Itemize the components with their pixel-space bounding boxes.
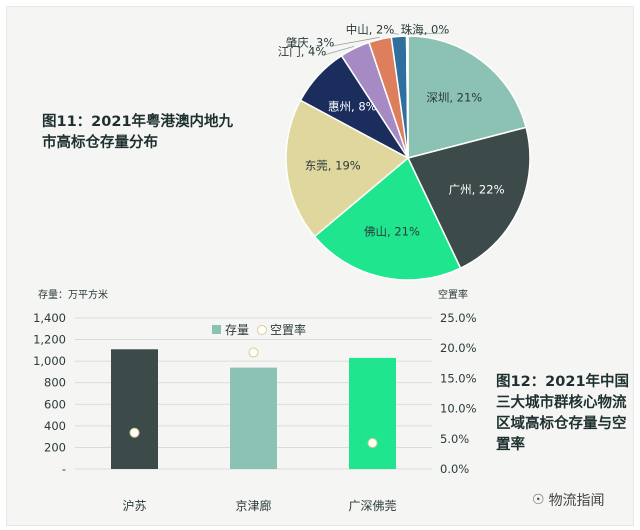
pie-label-5: 江门, 4%: [278, 45, 327, 59]
pie-label-2: 佛山, 21%: [364, 224, 420, 238]
pie-label-4: 惠州, 8%: [328, 99, 377, 113]
pie-slice-0: [407, 35, 528, 159]
y-tick-label-6: 1,200: [33, 333, 66, 347]
y2-tick-label-3: 15.0%: [440, 371, 477, 385]
y2-tick-label-0: 0.0%: [440, 462, 469, 476]
vacancy-point-2: [367, 438, 378, 449]
pie-label-3: 东莞, 19%: [305, 158, 361, 172]
y-tick-label-3: 600: [44, 397, 66, 411]
vacancy-point-1: [248, 347, 259, 358]
pie-slice-2: [313, 156, 462, 281]
legend-label-stock: 存量: [225, 323, 249, 337]
bar-0: [111, 349, 158, 469]
bar-2: [349, 357, 396, 469]
pie-label-8: 珠海, 0%: [401, 23, 450, 37]
pie-label-6: 肇庆, 3%: [286, 36, 335, 50]
pie-chart-title: 图11：2021年粤港澳内地九市高标仓存量分布: [42, 114, 234, 151]
y-axis-label: 存量：万平方米: [38, 288, 108, 301]
pie-leader-line-5: [323, 46, 355, 56]
pie-slice-3: [285, 99, 410, 238]
bar-chart-title: 图12：2021年中国三大城市群核心物流区域高标仓存量与空置率: [496, 374, 630, 453]
y2-tick-label-1: 5.0%: [440, 432, 469, 446]
pie-chart: 深圳, 21% 广州, 22% 佛山, 21% 东莞, 19% 惠州, 8% 江门, 4%…: [278, 23, 531, 281]
x-tick-label-0: 沪苏: [122, 499, 146, 513]
y-tick-label-4: 800: [44, 376, 66, 390]
legend-swatch-stock: [212, 325, 221, 334]
pie-label-0: 深圳, 21%: [426, 91, 482, 105]
pie-leader-line-7: [391, 32, 399, 35]
y-tick-label-5: 1,000: [33, 354, 66, 368]
y2-axis-label: 空置率: [438, 288, 468, 301]
watermark: ☉ 物流指闻: [532, 490, 605, 510]
pie-label-1: 广州, 22%: [449, 182, 505, 196]
pie-slice-8: [405, 35, 409, 159]
y-tick-label-1: 200: [44, 440, 66, 454]
y2-tick-label-5: 25.0%: [440, 311, 477, 325]
watermark-text: 物流指闻: [548, 493, 605, 509]
x-tick-label-2: 广深佛莞: [348, 499, 396, 513]
bar-1: [230, 367, 277, 469]
y-tick-label-2: 400: [44, 419, 66, 433]
legend-marker-vacancy: [257, 325, 267, 335]
pie-leader-line-6: [331, 36, 380, 47]
y-tick-label-0: -: [62, 462, 66, 476]
wechat-icon: ☉: [532, 492, 545, 508]
y2-tick-label-2: 10.0%: [440, 402, 477, 416]
y2-tick-label-4: 20.0%: [440, 341, 477, 355]
y-tick-label-7: 1,400: [33, 311, 66, 325]
x-tick-label-1: 京津廊: [235, 498, 271, 513]
vacancy-point-0: [129, 427, 140, 438]
pie-leader-line-8: [407, 32, 448, 35]
legend-label-vacancy: 空置率: [270, 322, 306, 337]
pie-label-7: 中山, 2%: [346, 23, 395, 37]
pie-slice-1: [406, 126, 531, 270]
